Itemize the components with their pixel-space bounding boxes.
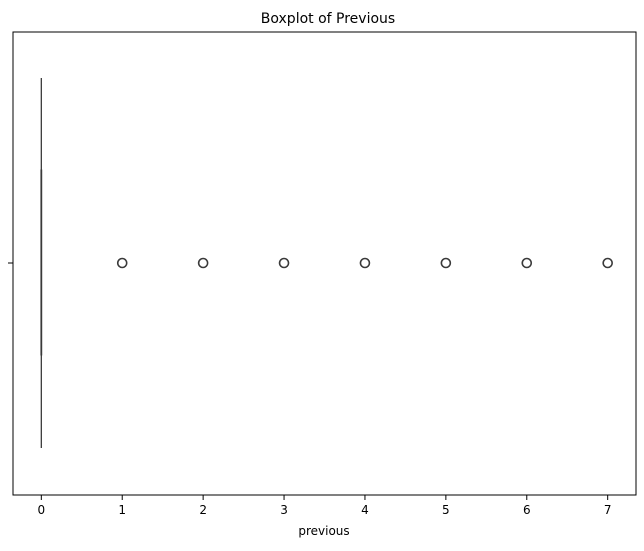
- outlier-point-3: [278, 257, 290, 269]
- box-layer: [40, 78, 43, 448]
- x-axis-title: previous: [298, 524, 349, 538]
- x-tick-label-3: 3: [280, 503, 288, 517]
- x-tick-label-5: 5: [442, 503, 450, 517]
- x-tick-label-7: 7: [604, 503, 612, 517]
- chart-title: Boxplot of Previous: [261, 11, 395, 27]
- outlier-point-2: [197, 257, 209, 269]
- outlier-point-6: [521, 257, 533, 269]
- x-tick-label-0: 0: [37, 503, 45, 517]
- outlier-point-4: [359, 257, 371, 269]
- x-tick-label-2: 2: [199, 503, 207, 517]
- x-axis: 0 1 2 3 4 5 6 7: [37, 495, 612, 517]
- outlier-point-7: [602, 257, 613, 269]
- outlier-point-5: [440, 257, 452, 269]
- x-tick-label-6: 6: [523, 503, 531, 517]
- outlier-point-1: [116, 257, 128, 269]
- outlier-layer: [116, 257, 613, 269]
- x-tick-label-4: 4: [361, 503, 369, 517]
- x-tick-label-1: 1: [118, 503, 126, 517]
- plot-area-frame: [12, 31, 637, 496]
